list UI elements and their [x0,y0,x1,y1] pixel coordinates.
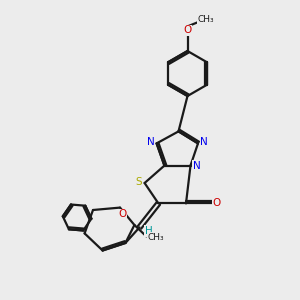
Text: O: O [183,25,192,35]
Text: N: N [193,160,200,171]
Text: CH₃: CH₃ [197,15,214,24]
Text: O: O [213,198,221,208]
Text: S: S [135,177,142,188]
Text: O: O [118,209,127,219]
Text: CH₃: CH₃ [147,232,164,242]
Text: H: H [145,226,152,236]
Text: N: N [200,137,208,147]
Text: N: N [147,137,154,147]
